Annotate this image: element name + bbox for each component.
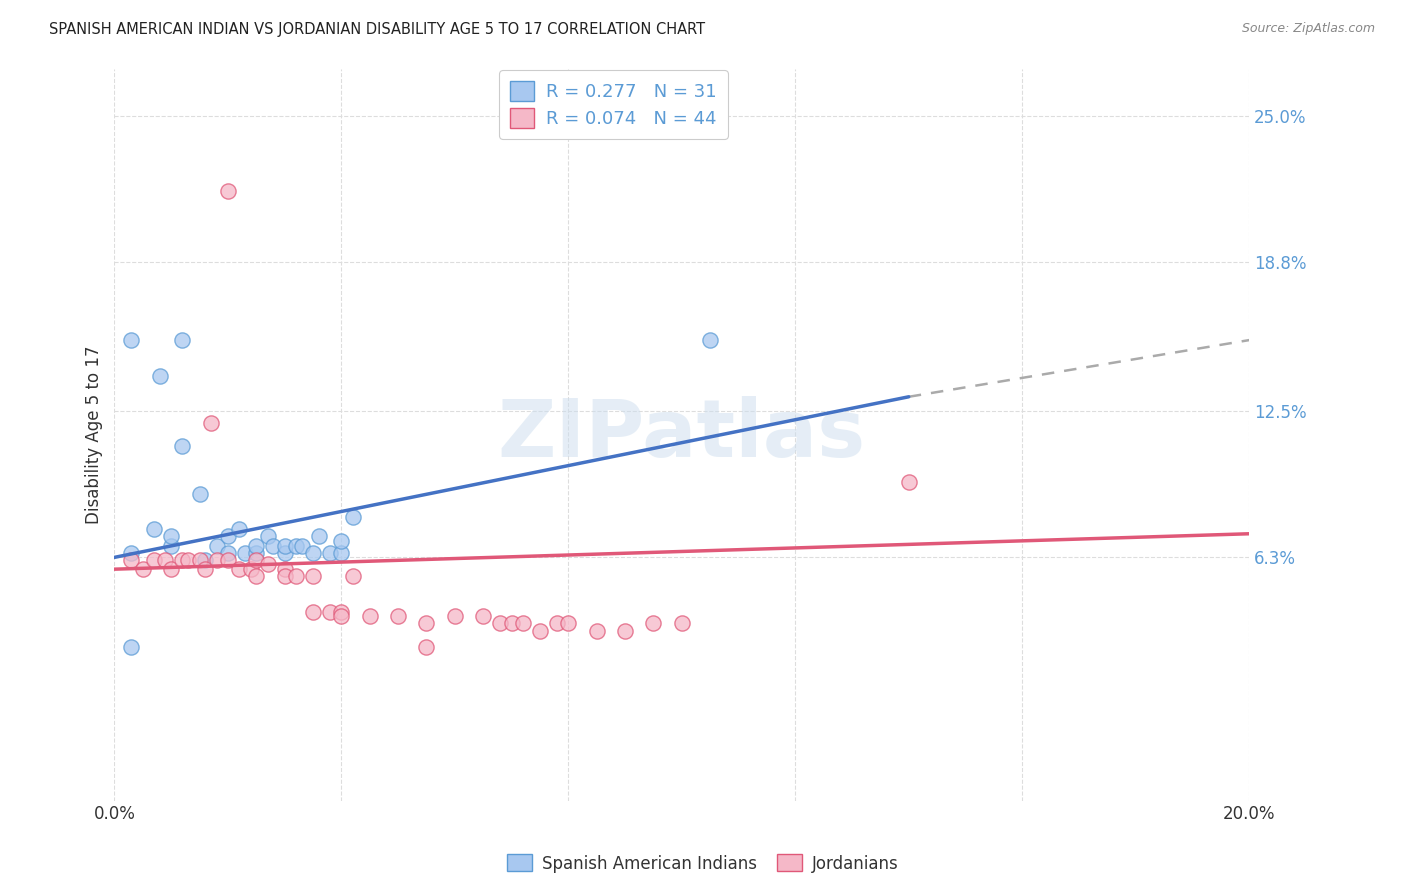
Point [472,609,495,624]
Point [228,562,250,576]
Point [256,558,278,572]
Point [160,539,183,553]
Point [671,616,693,631]
Text: SPANISH AMERICAN INDIAN VS JORDANIAN DISABILITY AGE 5 TO 17 CORRELATION CHART: SPANISH AMERICAN INDIAN VS JORDANIAN DIS… [49,22,706,37]
Point [546,616,568,631]
Point [262,539,284,553]
Point [132,562,155,576]
Point [256,529,278,543]
Point [120,333,142,347]
Text: ZIPatlas: ZIPatlas [498,395,866,474]
Point [330,609,353,624]
Point [529,624,551,638]
Point [330,605,353,619]
Point [200,416,222,430]
Point [291,539,314,553]
Point [120,553,142,567]
Point [245,546,267,560]
Point [188,553,211,567]
Point [489,616,512,631]
Point [160,562,183,576]
Point [273,546,295,560]
Point [217,546,239,560]
Point [143,522,166,536]
Point [177,553,200,567]
Point [143,553,166,567]
Point [273,539,295,553]
Point [188,486,211,500]
Point [217,529,239,543]
Point [285,539,308,553]
Point [172,553,194,567]
Point [614,624,637,638]
Point [228,522,250,536]
Point [387,609,409,624]
Point [415,640,437,654]
Point [217,184,239,198]
Point [285,569,308,583]
Point [302,569,325,583]
Point [273,569,295,583]
Text: Source: ZipAtlas.com: Source: ZipAtlas.com [1241,22,1375,36]
Point [342,569,364,583]
Legend: Spanish American Indians, Jordanians: Spanish American Indians, Jordanians [501,847,905,880]
Point [897,475,920,489]
Point [205,539,228,553]
Point [319,605,342,619]
Point [194,562,217,576]
Point [273,562,295,576]
Point [217,553,239,567]
Point [330,533,353,548]
Point [245,539,267,553]
Point [512,616,534,631]
Point [415,616,437,631]
Point [501,616,523,631]
Point [302,605,325,619]
Point [120,546,142,560]
Point [699,333,721,347]
Point [239,562,262,576]
Point [557,616,579,631]
Point [359,609,381,624]
Point [319,546,342,560]
Point [155,553,177,567]
Point [585,624,607,638]
Point [172,439,194,453]
Point [172,333,194,347]
Point [643,616,665,631]
Y-axis label: Disability Age 5 to 17: Disability Age 5 to 17 [86,345,103,524]
Point [205,553,228,567]
Point [342,510,364,524]
Point [120,640,142,654]
Point [302,546,325,560]
Point [194,553,217,567]
Point [443,609,465,624]
Point [233,546,256,560]
Point [160,529,183,543]
Legend: R = 0.277   N = 31, R = 0.074   N = 44: R = 0.277 N = 31, R = 0.074 N = 44 [499,70,728,139]
Point [308,529,330,543]
Point [245,569,267,583]
Point [149,368,172,383]
Point [330,546,353,560]
Point [245,553,267,567]
